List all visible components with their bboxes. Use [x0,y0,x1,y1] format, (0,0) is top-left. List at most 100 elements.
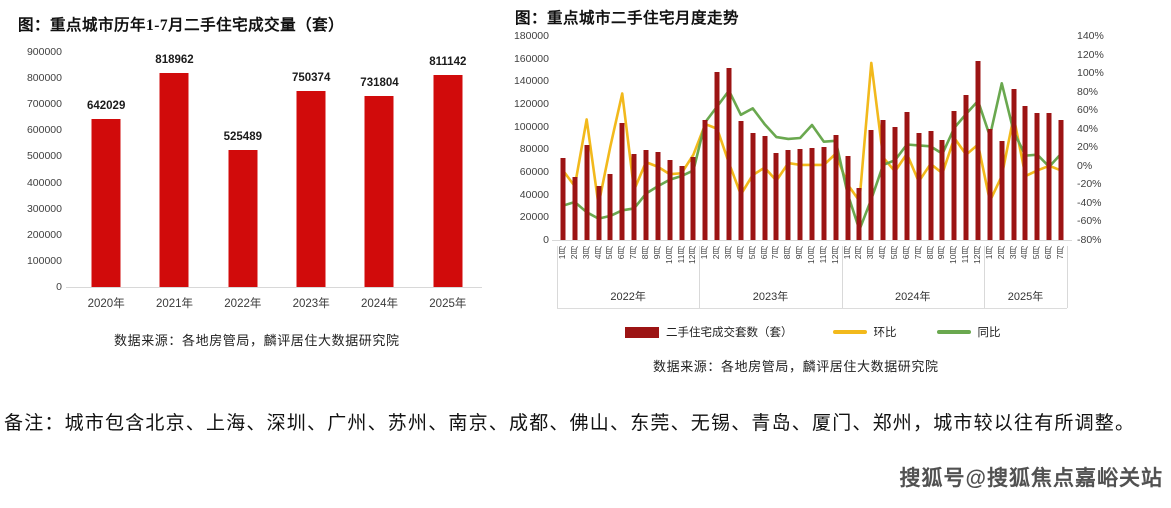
right-chart-bar [560,158,566,240]
right-chart-bar [619,123,625,240]
right-chart-month-tick: 10月 [948,246,959,264]
right-chart-bar [999,141,1005,240]
right-chart-y-tick-right: -60% [1077,215,1102,228]
right-chart-bar [1034,113,1040,240]
left-chart-y-tick: 900000 [26,46,62,58]
right-chart-y-tick-left: 20000 [519,211,549,224]
right-chart-bar-group [723,36,735,240]
left-chart-bar-group: 750374 [277,52,345,287]
right-chart-month-tick: 12月 [829,246,840,264]
right-chart-y-tick-right: 140% [1077,30,1104,42]
right-chart-bar-group [854,36,866,240]
right-chart-legend-label: 二手住宅成交套数（套） [666,327,793,339]
right-chart-month-tick: 9月 [936,246,947,260]
left-chart-y-tick: 300000 [26,202,62,215]
right-chart-bar-group [652,36,664,240]
left-chart-bar-value: 525489 [223,130,262,143]
right-chart-month-tick: 3月 [865,246,876,260]
right-chart-bar [572,176,578,240]
left-chart-bar-group: 818962 [140,52,208,287]
right-chart-bar [868,130,874,240]
right-chart-year-separator [557,246,558,308]
right-chart-y-tick-right: 0% [1077,159,1093,172]
right-chart-bar-group [972,36,984,240]
right-chart-legend-item[interactable]: 环比 [832,324,897,340]
right-chart-bar-group [842,36,854,240]
right-chart-bar-group [996,36,1008,240]
right-chart-year-separator [983,246,985,308]
left-chart-bar [228,149,258,287]
right-chart-month-tick: 1月 [983,246,994,260]
right-chart-legend-item[interactable]: 二手住宅成交套数（套） [625,324,793,340]
right-chart-bar [596,185,601,240]
right-chart-year-separator [1067,246,1068,308]
right-chart-y-tick-left: 60000 [519,166,549,178]
left-chart-y-tick: 400000 [26,176,62,189]
left-chart-x-tick: 2023年 [292,298,330,310]
right-chart-bar-group [735,36,747,240]
right-chart-bar-group [1020,36,1032,240]
right-chart-bar [928,131,934,240]
left-chart-y-tick: 0 [56,281,62,293]
left-chart-bar-value: 818962 [155,54,194,67]
right-chart-y-tick-right: 120% [1077,48,1104,61]
right-chart-month-tick: 4月 [877,246,888,260]
right-chart-bar-group [628,36,640,240]
left-chart-y-tick: 200000 [26,228,62,241]
right-chart-month-tick: 8月 [924,246,935,260]
right-chart-year-underline [841,308,984,309]
right-chart-bar-group [901,36,913,240]
right-chart-month-tick: 2月 [995,246,1006,260]
right-chart-bar-group [557,36,569,240]
right-chart-bar [821,147,827,240]
right-chart-bar [797,149,803,240]
legend-swatch-line-icon [832,330,867,334]
right-chart-bar-group [676,36,688,240]
right-chart-bar [892,126,898,240]
right-chart-month-tick: 10月 [663,246,674,264]
right-chart-month-tick: 3月 [580,246,591,260]
left-chart-x-tick: 2020年 [87,298,125,310]
right-chart-bar [1058,119,1064,240]
left-chart-bar-group: 811142 [414,52,482,287]
right-chart-month-tick: 4月 [1019,246,1030,260]
right-chart-y-tick-right: 20% [1077,141,1099,154]
left-chart-bar [364,95,394,287]
right-chart-y-tick-right: 80% [1077,85,1099,98]
right-chart-month-tick: 8月 [639,246,650,260]
right-chart-bar-group [913,36,925,240]
left-chart-bar-value: 642029 [86,100,126,113]
right-chart-y-tick-left: 160000 [513,52,549,65]
right-chart-bar [607,174,613,240]
right-chart-legend-item[interactable]: 同比 [936,324,1001,340]
left-chart-y-tick: 800000 [26,72,62,85]
right-chart-bar-group [604,36,616,240]
right-chart-month-tick: 5月 [1031,246,1042,260]
right-chart-bar [750,133,756,240]
right-chart-month-tick: 7月 [628,246,639,260]
right-chart-month-tick: 6月 [616,246,627,260]
right-chart-year-underline [699,308,842,309]
right-chart-bar-group [581,36,593,240]
left-chart-bar [433,75,463,287]
right-chart-year-underline [983,308,1067,309]
right-chart-year-label: 2023年 [752,291,789,303]
right-chart-legend: 二手住宅成交套数（套） 环比 同比 [625,324,1001,340]
watermark: 搜狐号@搜狐焦点嘉峪关站 [899,467,1163,490]
right-chart-legend-label: 环比 [873,327,897,339]
left-chart-x-tick: 2025年 [429,298,467,310]
right-chart-baseline [552,240,1072,241]
right-chart-bar-group [1031,36,1043,240]
right-chart-month-tick: 9月 [651,246,662,260]
right-chart-month-tick: 3月 [722,246,733,260]
left-chart-bar-group: 731804 [345,52,413,287]
right-chart-bar-group [782,36,794,240]
right-chart-bar-group [818,36,830,240]
right-chart-bar-group [687,36,699,240]
right-chart-bar [690,157,696,240]
right-chart-bar [939,140,945,240]
right-chart-bar-group [948,36,960,240]
right-chart-bar [1046,113,1052,240]
right-chart-bar-group [711,36,723,240]
